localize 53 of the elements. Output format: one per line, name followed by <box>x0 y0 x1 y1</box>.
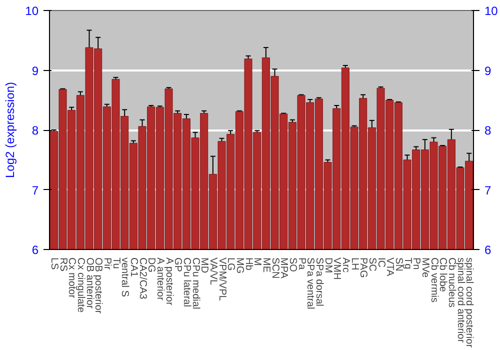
x-tick-label: VA/VL <box>207 258 218 286</box>
x-tick-label: OB posterior <box>92 258 104 314</box>
x-tick-label: IC <box>375 258 386 268</box>
x-tick-label: spinal cord anterior <box>454 258 466 344</box>
y-tick-label: 9 <box>32 64 39 78</box>
x-tick-label: SO <box>286 258 298 272</box>
x-tick-label: CA1 <box>128 258 139 278</box>
x-tick-label: SPa ventral <box>304 258 316 310</box>
y-tick-label: 8 <box>32 124 39 138</box>
x-tick-label: DM <box>322 258 334 274</box>
x-tick-label: ventral S <box>119 258 130 298</box>
x-tick-label: MPA <box>278 258 290 279</box>
x-tick-label: CA2/CA3 <box>136 258 148 300</box>
x-tick-label: VTA <box>384 258 396 277</box>
x-tick-label: MG <box>234 258 245 274</box>
x-tick-label: Cx motor <box>66 258 78 299</box>
x-tick-label: LG <box>225 258 236 272</box>
x-tick-label: Cb vermis <box>428 258 440 303</box>
x-tick-label: GP <box>172 258 184 272</box>
x-tick-label: MD <box>198 258 210 274</box>
y-tick-label: 10 <box>25 4 39 18</box>
x-tick-label: Cb lobe <box>437 258 448 292</box>
x-tick-label: A anterior <box>154 258 166 301</box>
x-tick-label: Cx cingulate <box>74 258 86 313</box>
x-tick-label: CPu lateral <box>180 258 192 307</box>
x-tick-label: SN <box>392 258 404 272</box>
x-tick-label: DG <box>146 258 157 273</box>
x-tick-label: Pir <box>101 258 112 270</box>
x-tick-label: Tg <box>402 258 413 270</box>
x-tick-label: SPa dorsal <box>313 258 324 306</box>
x-tick-label: SC <box>366 258 378 272</box>
x-tick-label: ME <box>260 258 272 273</box>
y2-tick-label: 10 <box>484 4 498 18</box>
y-tick-label: 6 <box>32 243 39 257</box>
x-tick-label: A posterior <box>163 258 174 306</box>
x-tick-label: SCN <box>269 258 280 279</box>
x-tick-label: spinal cord posterior <box>464 258 475 348</box>
x-tick-label: MVe <box>419 258 430 278</box>
x-tick-label: Pa <box>296 258 307 270</box>
y2-tick-label: 8 <box>484 124 492 138</box>
y2-tick-label: 6 <box>484 243 492 257</box>
y-axis-title: Log2 (expression) <box>3 82 18 178</box>
x-tick-label: Pn <box>410 258 422 270</box>
y-tick-label: 7 <box>32 183 39 198</box>
x-tick-label: PAG <box>358 258 369 278</box>
x-tick-label: VMH <box>331 258 342 280</box>
y2-tick-label: 9 <box>484 64 492 78</box>
y2-tick-label: 7 <box>484 183 492 198</box>
x-tick-label: LH <box>348 258 360 270</box>
x-tick-label: RS <box>57 258 68 272</box>
x-tick-label: Hb <box>242 258 254 271</box>
x-tick-label: LS <box>48 258 60 270</box>
x-tick-label: Arc <box>340 258 351 272</box>
